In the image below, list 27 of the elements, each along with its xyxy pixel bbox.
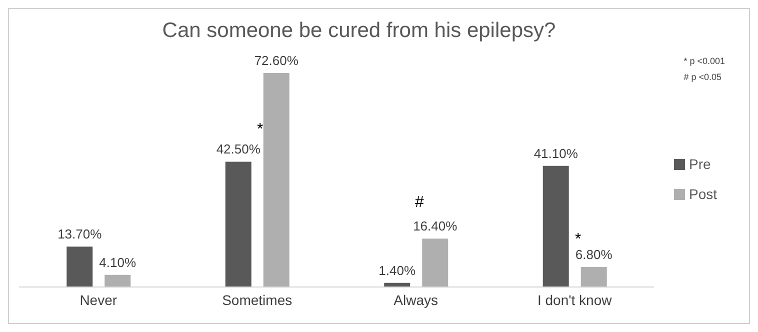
data-label: 72.60% <box>254 53 299 68</box>
legend-label: Post <box>688 186 717 202</box>
text: # p <0.05 <box>684 71 722 84</box>
data-label: 4.10% <box>99 254 136 270</box>
bar <box>263 73 290 287</box>
annotation: * <box>575 231 582 249</box>
bar <box>225 162 252 287</box>
bar <box>66 246 93 287</box>
bar <box>104 274 131 287</box>
x-tick-label: Always <box>394 292 438 308</box>
x-tick-label: Never <box>80 292 118 308</box>
data-label: 13.70% <box>58 226 102 242</box>
text: * p <0.001 <box>684 55 725 68</box>
x-tick-label: Sometimes <box>222 292 292 308</box>
bar <box>580 266 607 287</box>
data-label: 1.40% <box>378 262 416 278</box>
legend-label: Pre <box>688 156 711 172</box>
bar <box>422 238 448 287</box>
annotation: # <box>415 194 424 212</box>
data-label: 42.50% <box>216 142 261 157</box>
chart-title: Can someone be cured from his epilepsy? <box>161 19 557 43</box>
annotation: * <box>257 121 264 139</box>
data-label: 6.80% <box>575 246 613 262</box>
data-label: 41.10% <box>534 146 578 161</box>
data-label: 16.40% <box>413 218 458 234</box>
x-tick-label: I don't know <box>537 292 613 308</box>
bar <box>542 166 569 287</box>
